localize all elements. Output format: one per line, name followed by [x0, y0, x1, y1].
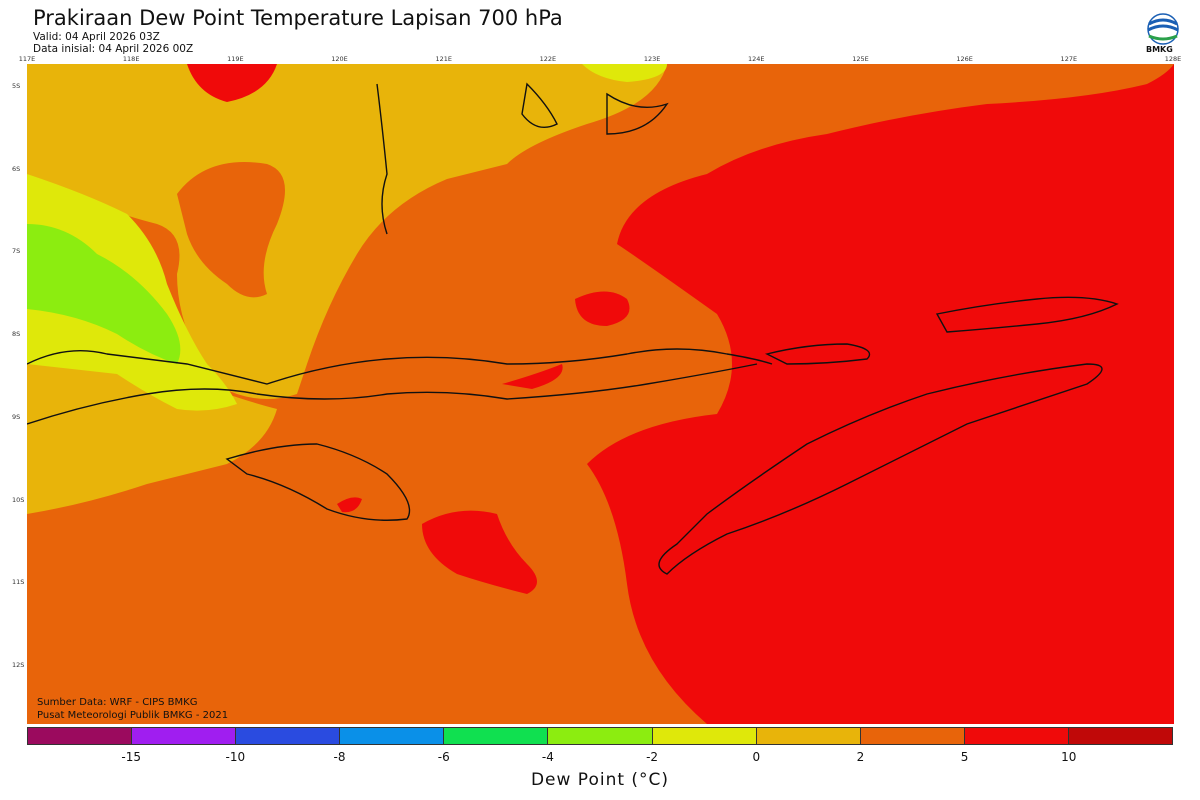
longitude-label: 123E: [643, 55, 661, 63]
latitude-label: 7S: [12, 247, 21, 256]
longitude-label: 119E: [227, 55, 244, 63]
bmkg-logo-icon: [1147, 13, 1179, 45]
longitude-label: 118E: [122, 55, 140, 63]
colorbar-segment: [340, 728, 445, 744]
field-orange-nw: [177, 162, 285, 298]
bmkg-logo-label: BMKG: [1146, 45, 1173, 54]
valid-time: Valid: 04 April 2026 03Z: [33, 31, 160, 43]
colorbar-tick-label: -2: [646, 750, 659, 764]
field-green: [27, 224, 181, 364]
colorbar-tick-label: -6: [437, 750, 450, 764]
dew-point-map: [27, 64, 1174, 724]
colorbar-segment: [132, 728, 237, 744]
longitude-label: 122E: [539, 55, 557, 63]
colorbar-segment: [236, 728, 341, 744]
colorbar-segment: [28, 728, 133, 744]
colorbar-segment: [860, 728, 965, 744]
field-red-blob-4: [337, 497, 362, 513]
longitude-label: 117E: [18, 55, 36, 63]
latitude-label: 12S: [12, 660, 25, 669]
longitude-label: 120E: [331, 55, 348, 63]
field-red-east: [587, 64, 1174, 724]
field-red-north: [187, 64, 277, 102]
colorbar-segment: [652, 728, 757, 744]
field-yellow-north: [582, 64, 667, 82]
latitude-label: 8S: [12, 330, 21, 339]
data-source-credit: Sumber Data: WRF - CIPS BMKG: [37, 697, 198, 708]
longitude-label: 125E: [852, 55, 869, 63]
longitude-label: 126E: [956, 55, 973, 63]
field-gold-north: [27, 64, 667, 399]
latitude-label: 6S: [12, 164, 21, 173]
latitude-label: 10S: [12, 495, 25, 504]
colorbar-tick-label: 0: [752, 750, 761, 764]
colorbar-segment: [964, 728, 1069, 744]
colorbar-tick-label: 10: [1061, 750, 1077, 764]
field-red-blob-1: [575, 291, 630, 326]
colorbar-tick-label: -15: [121, 750, 141, 764]
colorbar-tick-label: -8: [333, 750, 346, 764]
longitude-label: 127E: [1060, 55, 1078, 63]
colorbar-tick-label: -4: [541, 750, 554, 764]
initial-data-time: Data inisial: 04 April 2026 00Z: [33, 43, 194, 55]
latitude-label: 5S: [12, 82, 21, 90]
page-title: Prakiraan Dew Point Temperature Lapisan …: [33, 6, 563, 30]
field-red-blob-3: [502, 364, 563, 389]
longitude-label: 121E: [435, 55, 452, 63]
colorbar-segment: [548, 728, 653, 744]
colorbar-segment: [1068, 728, 1173, 744]
longitude-label: 124E: [748, 55, 765, 63]
colorbar-tick-label: -10: [225, 750, 246, 764]
latitude-label: 9S: [12, 412, 21, 421]
colorbar-segment: [444, 728, 549, 744]
colorbar: [27, 727, 1173, 745]
field-red-blob-2: [422, 510, 537, 594]
colorbar-tick-label: 2: [856, 750, 865, 764]
colorbar-title: Dew Point (°C): [530, 770, 670, 790]
colorbar-tick-label: 5: [960, 750, 969, 764]
colorbar-segment: [756, 728, 861, 744]
center-credit: Pusat Meteorologi Publik BMKG - 2021: [37, 710, 229, 721]
longitude-label: 128E: [1164, 55, 1182, 63]
latitude-label: 11S: [12, 578, 25, 587]
coastlines: [27, 82, 1119, 575]
